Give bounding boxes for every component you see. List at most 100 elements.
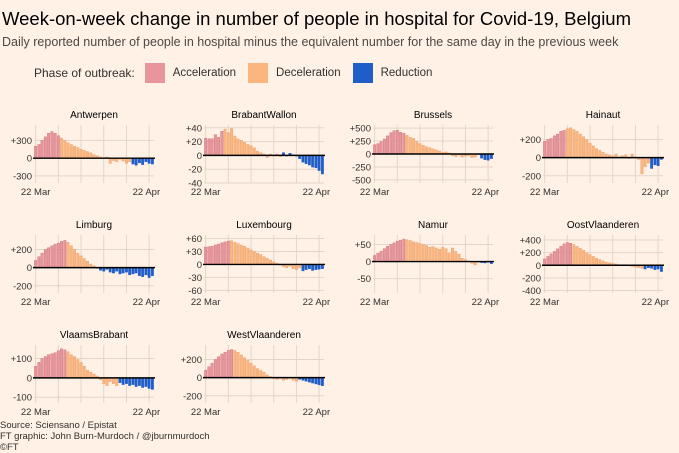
bar-antwerpen [43,136,47,159]
bar-vlaamsbrabant [56,350,60,379]
bar-luxembourg [259,254,263,265]
bar-vlaamsbrabant [147,377,151,389]
bar-vlaamsbrabant [105,377,109,386]
bar-namur [444,248,448,262]
bar-hainaut [595,148,598,158]
y-tick-label-brabantwallon: +40 [186,123,202,134]
bar-antwerpen [53,133,57,159]
y-tick-label-oostvlaanderen: -400 [522,286,541,297]
bar-vlaamsbrabant [50,353,54,379]
y-tick-label-antwerpen: +300 [11,136,32,147]
y-tick-label-vlaamsbrabant: 0 [27,373,32,384]
bar-hainaut [569,127,572,158]
bar-westvlaanderen [314,377,318,385]
bar-oostvlaanderen [556,248,560,266]
bar-westvlaanderen [226,350,230,378]
bar-antwerpen [79,149,83,159]
bar-luxembourg [230,240,233,265]
bar-limburg [150,267,154,276]
bar-limburg [79,255,83,268]
y-tick-label-limburg: 0 [27,263,32,274]
bar-oostvlaanderen [582,249,585,266]
bar-hainaut [585,139,589,158]
bar-oostvlaanderen [569,242,572,266]
bar-limburg [37,256,41,268]
bar-antwerpen [34,146,38,159]
bar-brabantwallon [249,145,253,156]
bar-westvlaanderen [311,377,315,384]
bar-antwerpen [108,157,112,164]
bar-antwerpen [82,150,86,159]
y-tick-label-brussels: +250 [350,137,371,148]
bar-vlaamsbrabant [37,362,41,379]
bar-luxembourg [204,246,208,265]
bar-hainaut [643,157,647,167]
bar-antwerpen [150,157,154,165]
bar-namur [431,246,435,262]
bar-westvlaanderen [207,366,211,378]
x-tick-label-brabantwallon: 22 Apr [303,187,330,198]
bar-brabantwallon [226,132,230,156]
bar-oostvlaanderen [546,256,550,266]
bar-namur [399,239,402,262]
bar-antwerpen [73,146,76,159]
bar-brussels [392,130,396,155]
bar-limburg [34,260,38,268]
bar-vlaamsbrabant [47,354,51,379]
bar-brussels [428,147,432,155]
bar-hainaut [578,133,582,158]
bar-namur [379,251,383,262]
bar-namur [457,253,461,262]
bar-luxembourg [317,264,321,270]
y-tick-label-westvlaanderen: 0 [197,373,202,384]
bar-brussels [399,132,402,155]
x-tick-label-hainaut: 22 Mar [530,187,560,198]
bar-antwerpen [125,157,128,164]
bar-westvlaanderen [246,360,250,378]
bar-limburg [43,249,47,268]
bar-vlaamsbrabant [34,366,38,379]
bar-vlaamsbrabant [128,377,132,386]
y-tick-label-westvlaanderen: +200 [181,355,202,366]
bar-hainaut [556,133,560,158]
bar-hainaut [546,139,550,158]
y-tick-label-brabantwallon: -40 [188,179,202,190]
bar-hainaut [588,142,592,158]
bar-antwerpen [147,157,151,164]
bar-brussels [425,146,428,155]
x-tick-label-oostvlaanderen: 22 Apr [642,297,669,308]
bar-hainaut [656,157,660,166]
bar-hainaut [572,129,576,158]
bar-vlaamsbrabant [53,352,57,379]
bar-westvlaanderen [210,362,214,378]
panel-title-antwerpen: Antwerpen [70,110,118,121]
y-tick-label-vlaamsbrabant: -100 [13,393,32,404]
bar-luxembourg [233,242,237,265]
x-tick-label-limburg: 22 Mar [21,297,51,308]
bar-antwerpen [131,157,135,165]
bar-brussels [415,141,419,155]
x-tick-label-luxembourg: 22 Mar [191,297,221,308]
y-tick-label-oostvlaanderen: 0 [536,261,541,272]
bar-vlaamsbrabant [89,371,93,379]
bar-brabantwallon [320,155,324,175]
x-tick-label-westvlaanderen: 22 Apr [303,407,330,418]
bar-westvlaanderen [317,377,321,386]
bar-antwerpen [50,131,54,159]
bar-limburg [73,249,76,268]
bar-namur [373,255,377,262]
bar-antwerpen [141,157,145,165]
bar-luxembourg [262,256,266,265]
bar-oostvlaanderen [575,246,579,266]
bar-oostvlaanderen [591,256,595,266]
bar-antwerpen [60,137,63,159]
bar-brussels [421,144,425,155]
bar-vlaamsbrabant [69,354,73,379]
bar-vlaamsbrabant [115,377,119,386]
bar-hainaut [575,131,579,158]
y-tick-label-oostvlaanderen: +400 [520,236,541,247]
y-tick-label-luxembourg: 0 [197,260,202,271]
bar-luxembourg [236,243,240,265]
bar-brussels [486,153,490,161]
x-tick-label-oostvlaanderen: 22 Mar [530,297,560,308]
